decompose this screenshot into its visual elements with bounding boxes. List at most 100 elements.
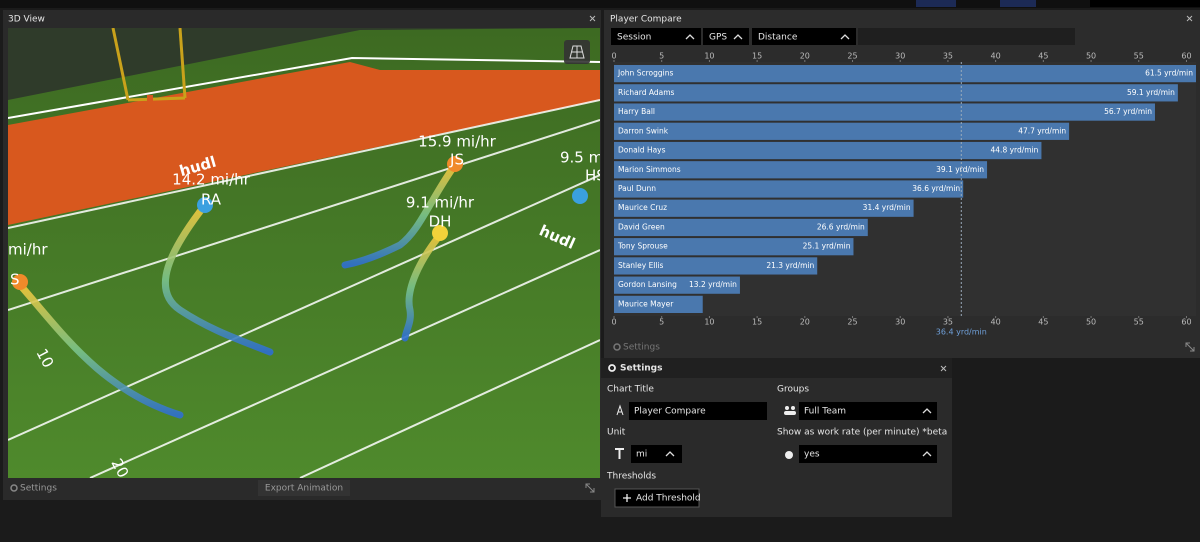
bar [614,180,964,198]
dropdown[interactable] [799,402,937,420]
filter-dropdown[interactable] [703,28,749,45]
button-label: Add Threshold [636,494,701,504]
dropdown-value: Full Team [804,407,846,417]
value-label: 39.1 yrd/min [936,165,984,174]
top-tab[interactable] [1000,0,1036,7]
bar [614,161,988,179]
x-tick-label: 25 [847,52,857,61]
value-label: 25.1 yrd/min [803,242,851,251]
x-tick-label: 35 [943,52,953,61]
field-label: Thresholds [606,472,656,482]
value-label: 13.2 yrd/min [689,280,737,289]
bar [614,122,1070,140]
player-speed: 9.5 mi/hr [560,149,629,167]
player-initials: HS [585,167,606,185]
export-label: Export Animation [265,484,343,494]
bar-category: Richard Adams [618,88,675,97]
close-icon[interactable] [1186,15,1193,22]
top-tab[interactable] [1090,0,1200,7]
value-label: 31.4 yrd/min [863,203,911,212]
text-input[interactable] [629,402,767,420]
x-tick-label: 20 [800,318,810,327]
x-tick-label: 50 [1086,52,1096,61]
settings-header [601,358,952,378]
plus-icon [623,494,631,502]
dropdown-value: yes [804,450,820,460]
bar-category: Darron Swink [618,126,669,135]
player-initials: JS [449,151,464,169]
value-label: 61.5 yrd/min [1145,69,1193,78]
dropdown[interactable] [799,445,937,463]
bar-category: Donald Hays [618,146,666,155]
x-tick-label: 20 [800,52,810,61]
top-tab[interactable] [916,0,956,7]
gear-icon [10,484,18,492]
x-tick-label: 40 [991,52,1001,61]
resize-icon[interactable] [1185,342,1195,352]
bar-category: Maurice Mayer [618,299,674,308]
add-threshold-button[interactable] [614,488,700,508]
player-initials: RA [201,191,222,209]
x-tick-label: 0 [611,318,616,327]
bar-category: David Green [618,222,665,231]
resize-icon[interactable] [585,483,595,493]
bar [614,65,1196,83]
filter-dropdown[interactable] [611,28,701,45]
x-tick-label: 55 [1134,318,1144,327]
field-label: Chart Title [607,385,654,395]
filter-empty[interactable] [858,28,1075,45]
bar-category: Maurice Cruz [618,203,667,212]
x-tick-label: 15 [752,318,762,327]
settings-link[interactable]: Settings [20,484,57,494]
stopwatch-icon [785,451,793,459]
close-icon[interactable] [589,15,596,22]
player-initials: DH [429,213,452,231]
player-initials: S [10,271,20,289]
x-tick-label: 35 [943,318,953,327]
settings-title: Settings [620,364,662,374]
field-label: Unit [607,428,626,438]
x-tick-label: 60 [1181,318,1191,327]
x-tick-label: 10 [704,318,714,327]
x-tick-label: 45 [1038,52,1048,61]
bar [614,141,1042,160]
filter-label: GPS [709,33,727,43]
team-icon [784,406,796,415]
bar-category: Gordon Lansing [618,280,677,289]
x-tick-label: 30 [895,318,905,327]
field-label: Groups [777,385,809,395]
bar [614,199,914,217]
filter-label: Distance [758,33,798,43]
settings-link[interactable]: Settings [623,343,660,353]
dropdown[interactable] [631,445,682,463]
value-label: 44.8 yrd/min [991,146,1039,155]
value-label: 47.7 yrd/min [1018,126,1066,135]
bar [614,218,868,237]
gear-icon [613,343,621,351]
input-value: Player Compare [634,407,706,417]
x-tick-label: 50 [1086,318,1096,327]
bar-category: Harry Ball [618,107,655,116]
bar-category: Stanley Ellis [618,261,664,270]
field-view: hudl hudl 10 20 mi/hr S 14.2 mi/hr RA 15… [8,28,629,478]
export-button[interactable] [258,480,350,496]
top-strip [0,0,1200,8]
x-tick-label: 30 [895,52,905,61]
reference-label: 36.4 yrd/min [936,328,987,337]
bar [614,295,703,313]
bar [614,84,1178,102]
field-label: Show as work rate (per minute) *beta [777,428,947,438]
font-icon [616,404,624,416]
x-tick-label: 0 [611,52,616,61]
bar [614,103,1155,121]
value-label: 21.3 yrd/min [766,261,814,270]
value-label: 56.7 yrd/min [1104,107,1152,116]
filter-dropdown[interactable] [752,28,856,45]
bar [614,238,854,256]
unit-icon [615,448,624,459]
x-tick-label: 40 [991,318,1001,327]
close-icon[interactable] [940,365,947,372]
player-speed: mi/hr [8,241,48,259]
value-label: 36.6 yrd/min [912,184,960,193]
bar-category: Paul Dunn [618,184,656,193]
